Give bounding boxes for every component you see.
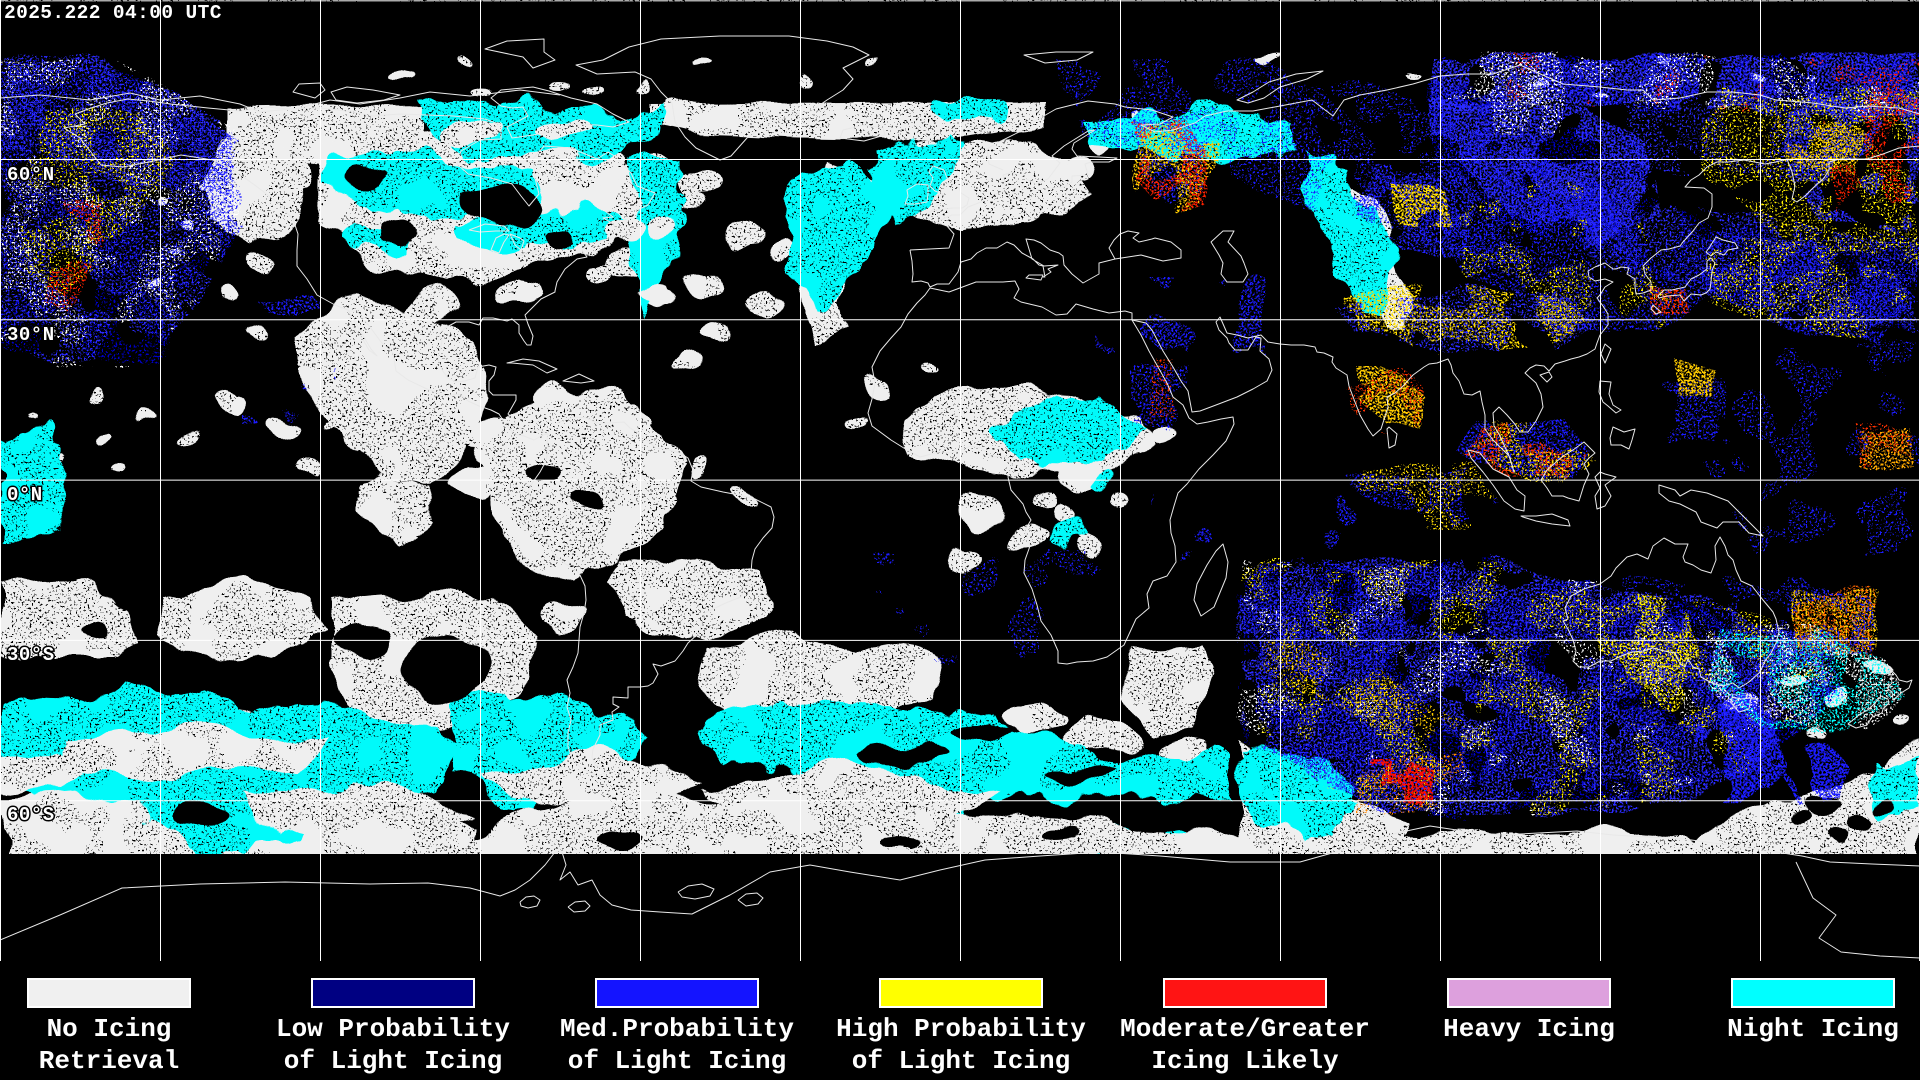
svg-text:Moderate/Greater: Moderate/Greater (1120, 1014, 1370, 1044)
svg-text:No Icing: No Icing (47, 1014, 172, 1044)
svg-text:Icing Likely: Icing Likely (1151, 1046, 1339, 1076)
svg-text:30°S: 30°S (7, 644, 55, 666)
svg-text:High Probability: High Probability (836, 1014, 1086, 1044)
svg-text:Low Probability: Low Probability (276, 1014, 510, 1044)
svg-text:Heavy Icing: Heavy Icing (1443, 1014, 1615, 1044)
svg-text:Night Icing: Night Icing (1727, 1014, 1899, 1044)
svg-text:of Light Icing: of Light Icing (852, 1046, 1070, 1076)
svg-text:60°N: 60°N (7, 164, 55, 186)
svg-text:Retrieval: Retrieval (39, 1046, 179, 1076)
svg-text:60°S: 60°S (7, 804, 55, 826)
svg-text:0°N: 0°N (7, 484, 43, 506)
svg-text:Med.Probability: Med.Probability (560, 1014, 794, 1044)
svg-text:2025.222 04:00 UTC: 2025.222 04:00 UTC (4, 2, 222, 24)
svg-text:of Light Icing: of Light Icing (568, 1046, 786, 1076)
svg-text:of Light Icing: of Light Icing (284, 1046, 502, 1076)
svg-text:30°N: 30°N (7, 324, 55, 346)
